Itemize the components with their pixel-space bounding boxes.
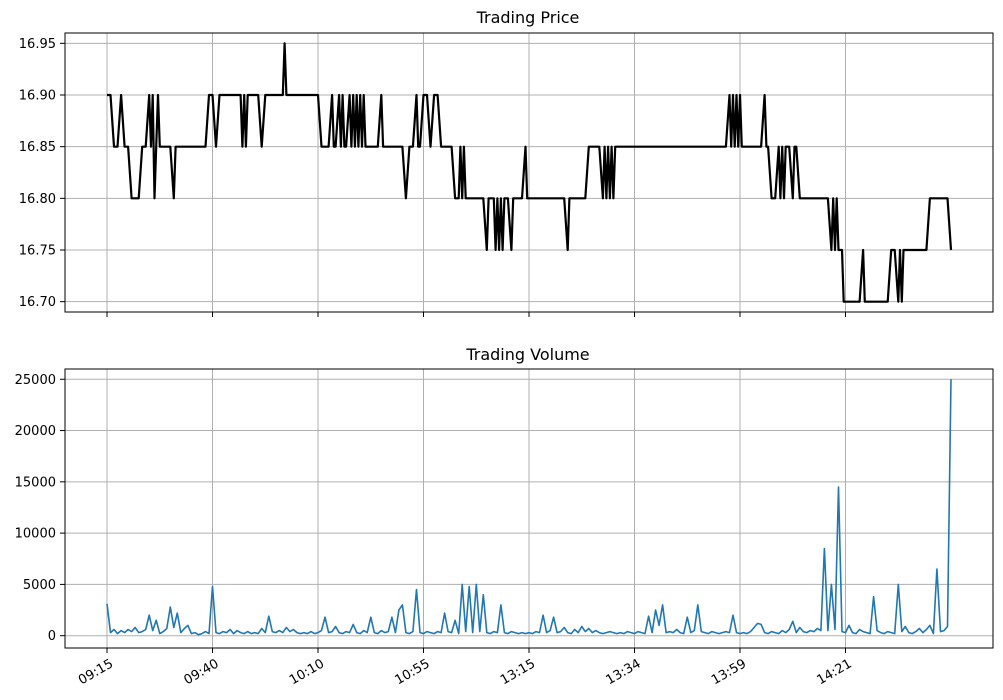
price-ytick-label: 16.70 — [19, 295, 56, 310]
volume-ytick-label: 25000 — [15, 373, 56, 388]
volume-xtick-label: 13:59 — [709, 656, 749, 688]
volume-panel: Trading Volume 0 5000 10000 15000 20000 25000… — [15, 345, 994, 688]
volume-ytick-label: 10000 — [15, 527, 56, 542]
volume-series-line — [106, 379, 952, 636]
volume-plot-frame — [64, 368, 994, 649]
volume-ytick-label: 5000 — [23, 578, 56, 593]
price-gridlines — [65, 33, 993, 312]
price-plot-frame — [64, 32, 994, 313]
volume-xtick-label: 10:55 — [393, 656, 433, 688]
price-ytick-label: 16.85 — [19, 140, 56, 155]
volume-chart-title: Trading Volume — [465, 345, 589, 364]
volume-y-ticks: 0 5000 10000 15000 20000 25000 — [15, 373, 65, 644]
price-ytick-label: 16.75 — [19, 244, 56, 259]
volume-xtick-label: 13:15 — [498, 656, 538, 688]
volume-xtick-label: 14:21 — [815, 656, 855, 688]
price-chart-title: Trading Price — [476, 8, 580, 27]
price-ytick-label: 16.80 — [19, 192, 56, 207]
price-panel: Trading Price 16.7016.7516.8016.8516.901… — [19, 8, 994, 317]
price-series-line — [107, 42, 953, 303]
price-ytick-label: 16.95 — [19, 37, 56, 52]
volume-gridlines — [65, 369, 993, 648]
volume-ytick-label: 15000 — [15, 475, 56, 490]
price-y-ticks: 16.70 16.75 16.80 16.85 16.90 16.95 — [19, 37, 65, 310]
volume-ytick-label: 0 — [48, 629, 56, 644]
price-ytick-label: 16.90 — [19, 89, 56, 104]
volume-xtick-label: 13:34 — [604, 656, 644, 688]
volume-x-ticks: 09:15 09:40 10:10 10:55 13:15 13:34 13:59 14:21 — [76, 648, 855, 688]
volume-ytick-label: 20000 — [15, 424, 56, 439]
volume-xtick-label: 10:10 — [287, 656, 327, 688]
price-x-ticks — [106, 312, 846, 317]
volume-xtick-label: 09:40 — [182, 656, 222, 688]
volume-xtick-label: 09:15 — [76, 656, 116, 688]
